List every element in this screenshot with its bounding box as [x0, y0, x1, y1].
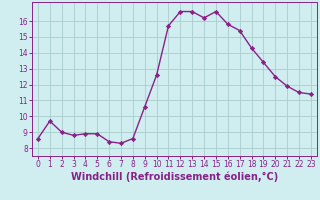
- X-axis label: Windchill (Refroidissement éolien,°C): Windchill (Refroidissement éolien,°C): [71, 172, 278, 182]
